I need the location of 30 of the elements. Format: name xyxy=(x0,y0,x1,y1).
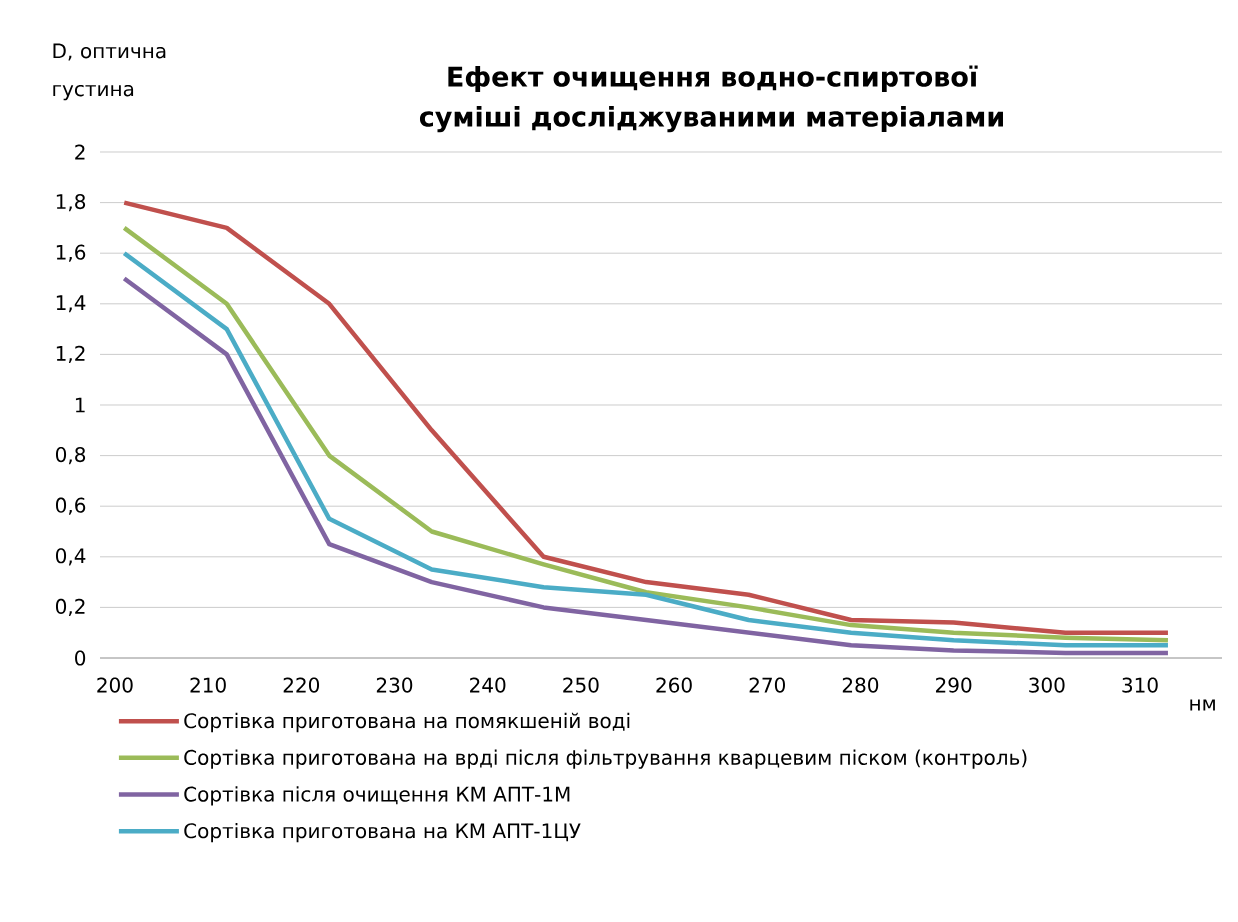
x-tick-label: 300 xyxy=(1029,677,1065,693)
x-tick-label: 280 xyxy=(842,677,879,693)
x-tick-label: 200 xyxy=(97,677,133,693)
y-tick-label: 1 xyxy=(75,397,85,413)
y-tick-label: 1,4 xyxy=(56,295,86,313)
x-tick-label: 260 xyxy=(656,677,692,693)
x-tick-label: 240 xyxy=(470,677,506,693)
x-tick-label: 310 xyxy=(1122,677,1158,693)
y-tick-label: 0,2 xyxy=(55,598,85,616)
x-axis-title: нм xyxy=(1190,699,1215,711)
x-tick-label: 290 xyxy=(935,677,972,693)
chart-title: Ефект очищення водно-спиртової суміші досліджуваними матеріалами xyxy=(419,65,1003,133)
x-tick-label: 250 xyxy=(563,677,599,693)
x-tick-label: 220 xyxy=(283,677,320,693)
y-tick-label: 1,8 xyxy=(56,194,86,212)
y-tick-label: 2 xyxy=(75,144,85,160)
x-tick-label: 210 xyxy=(190,677,226,693)
text: D, оптична густина xyxy=(53,43,166,101)
y-tick-label: 0,8 xyxy=(55,447,86,465)
y-tick-label: 0,6 xyxy=(55,497,86,515)
x-tick-label: 230 xyxy=(376,677,413,693)
legend-label: Сортівка після очищення КМ АПТ-1М xyxy=(184,786,570,806)
legend-label: Сортівка приготована на помякшеній воді xyxy=(184,712,630,733)
x-tick-label: 270 xyxy=(749,677,785,693)
legend-label: Сортівка приготована на КМ АПТ-1ЦУ xyxy=(184,822,581,843)
y-tick-label: 0,4 xyxy=(55,548,86,566)
legend-label: Сортівка приготована на врді після фільтрування кварцевим піском (контроль) xyxy=(184,749,1027,769)
y-tick-label: 1,6 xyxy=(56,244,86,262)
y-tick-label: 0 xyxy=(75,650,86,666)
y-tick-label: 1,2 xyxy=(56,345,85,363)
